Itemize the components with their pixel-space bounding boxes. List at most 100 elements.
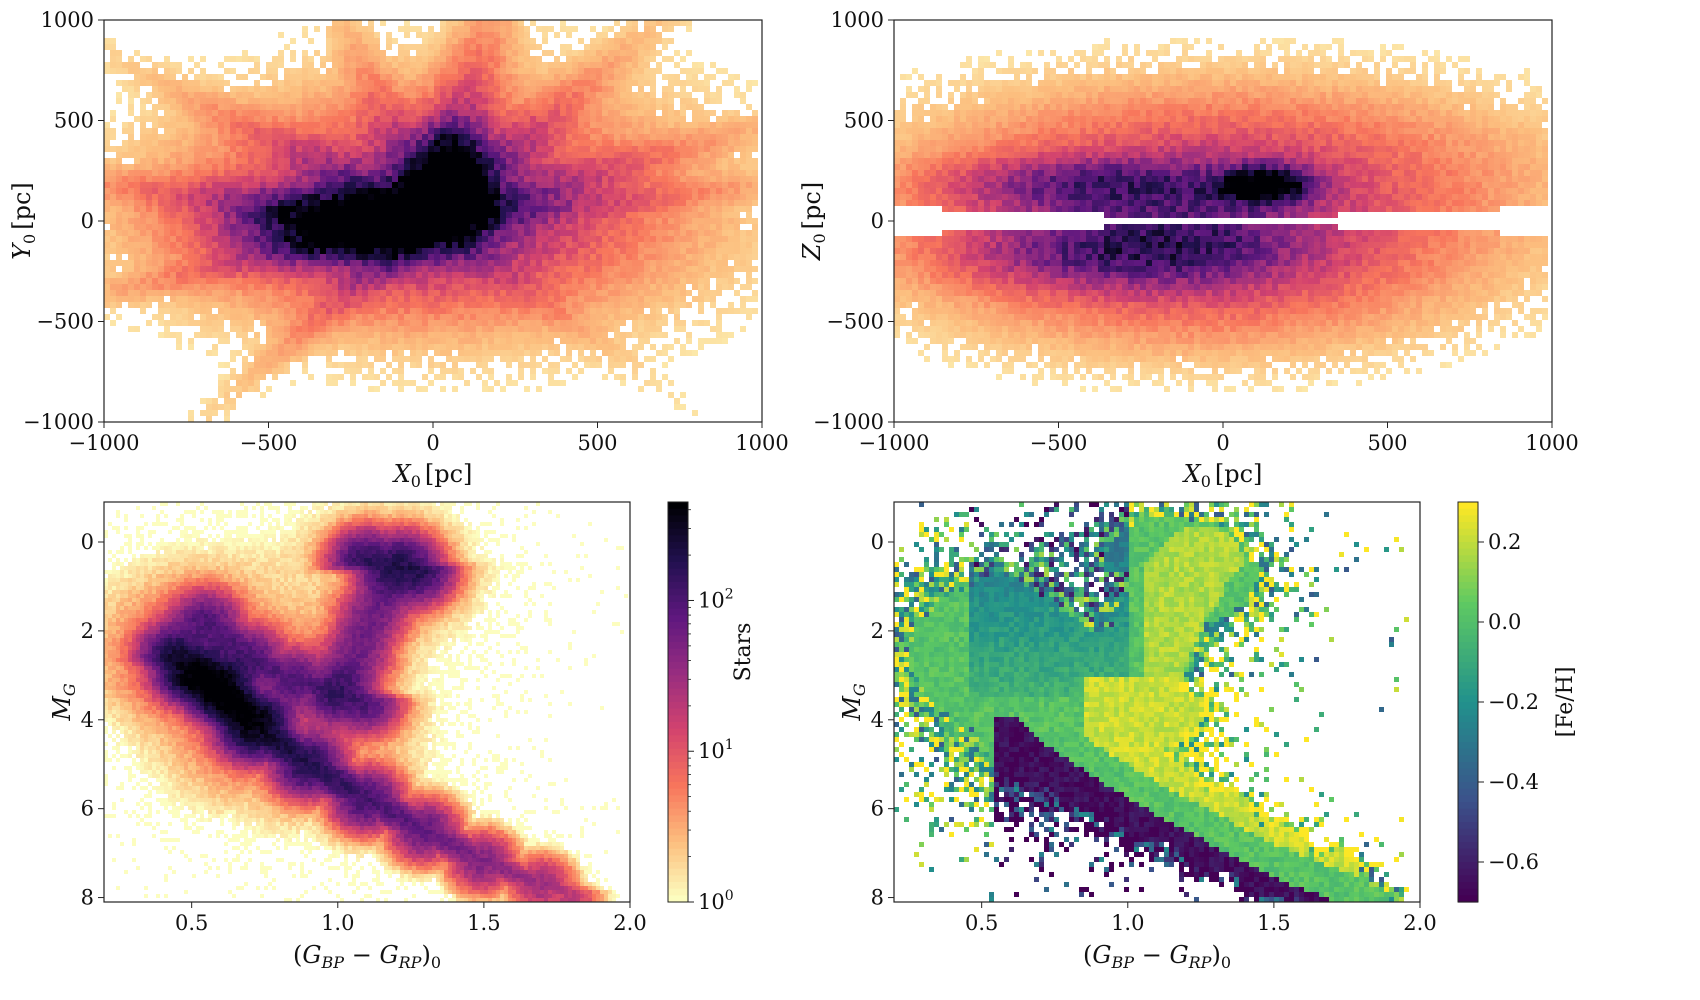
density-cell — [482, 218, 488, 224]
density-cell — [596, 218, 602, 224]
density-cell — [638, 110, 644, 116]
density-cell — [422, 320, 428, 326]
density-cell — [398, 284, 404, 290]
density-cell — [722, 188, 728, 194]
density-cell — [554, 218, 560, 224]
density-cell — [302, 230, 308, 236]
density-cell — [608, 164, 614, 170]
density-cell — [224, 116, 230, 122]
density-cell — [656, 230, 662, 236]
density-cell — [644, 326, 650, 332]
density-cell — [380, 158, 386, 164]
density-cell — [140, 158, 146, 164]
density-cell — [248, 188, 254, 194]
density-cell — [692, 68, 698, 74]
density-cell — [614, 86, 620, 92]
density-cell — [332, 74, 338, 80]
density-cell — [722, 218, 728, 224]
density-cell — [482, 302, 488, 308]
density-cell — [530, 110, 536, 116]
density-cell — [722, 224, 728, 230]
density-cell — [626, 128, 632, 134]
density-cell — [446, 170, 452, 176]
density-cell — [332, 158, 338, 164]
density-cell — [662, 170, 668, 176]
density-cell — [644, 158, 650, 164]
density-cell — [602, 218, 608, 224]
density-cell — [242, 266, 248, 272]
density-cell — [422, 272, 428, 278]
density-cell — [392, 230, 398, 236]
density-cell — [488, 68, 494, 74]
density-cell — [446, 140, 452, 146]
density-cell — [374, 296, 380, 302]
density-cell — [260, 206, 266, 212]
density-cell — [554, 200, 560, 206]
density-cell — [170, 200, 176, 206]
density-cell — [446, 272, 452, 278]
density-cell — [638, 164, 644, 170]
density-cell — [716, 86, 722, 92]
density-cell — [158, 218, 164, 224]
density-cell — [194, 248, 200, 254]
density-cell — [242, 104, 248, 110]
density-cell — [518, 296, 524, 302]
density-cell — [482, 314, 488, 320]
density-cell — [440, 134, 446, 140]
density-cell — [686, 104, 692, 110]
density-cell — [704, 272, 710, 278]
density-cell — [650, 74, 656, 80]
density-cell — [248, 86, 254, 92]
density-cell — [374, 164, 380, 170]
density-cell — [524, 122, 530, 128]
density-cell — [362, 134, 368, 140]
density-cell — [404, 326, 410, 332]
density-cell — [464, 116, 470, 122]
density-cell — [314, 296, 320, 302]
density-cell — [620, 62, 626, 68]
density-cell — [482, 326, 488, 332]
density-cell — [452, 254, 458, 260]
density-cell — [620, 152, 626, 158]
density-cell — [674, 194, 680, 200]
density-cell — [452, 260, 458, 266]
density-cell — [530, 176, 536, 182]
density-cell — [392, 110, 398, 116]
density-cell — [560, 164, 566, 170]
density-cell — [620, 236, 626, 242]
density-cell — [578, 194, 584, 200]
density-cell — [566, 224, 572, 230]
density-cell — [242, 308, 248, 314]
density-cell — [692, 260, 698, 266]
density-cell — [356, 284, 362, 290]
density-cell — [434, 242, 440, 248]
density-cell — [482, 200, 488, 206]
density-cell — [536, 176, 542, 182]
density-cell — [482, 278, 488, 284]
density-cell — [266, 272, 272, 278]
density-cell — [374, 236, 380, 242]
density-cell — [554, 116, 560, 122]
density-cell — [320, 176, 326, 182]
density-cell — [176, 248, 182, 254]
density-cell — [650, 266, 656, 272]
density-cell — [692, 224, 698, 230]
density-cell — [272, 296, 278, 302]
density-cell — [122, 272, 128, 278]
density-cell — [644, 110, 650, 116]
density-cell — [446, 20, 452, 26]
density-cell — [542, 296, 548, 302]
density-cell — [224, 230, 230, 236]
density-cell — [446, 176, 452, 182]
density-cell — [506, 308, 512, 314]
density-cell — [452, 290, 458, 296]
density-cell — [680, 146, 686, 152]
density-cell — [644, 236, 650, 242]
density-cell — [110, 134, 116, 140]
density-cell — [146, 218, 152, 224]
density-cell — [152, 110, 158, 116]
density-cell — [530, 326, 536, 332]
density-cell — [656, 104, 662, 110]
density-cell — [644, 284, 650, 290]
density-cell — [308, 248, 314, 254]
